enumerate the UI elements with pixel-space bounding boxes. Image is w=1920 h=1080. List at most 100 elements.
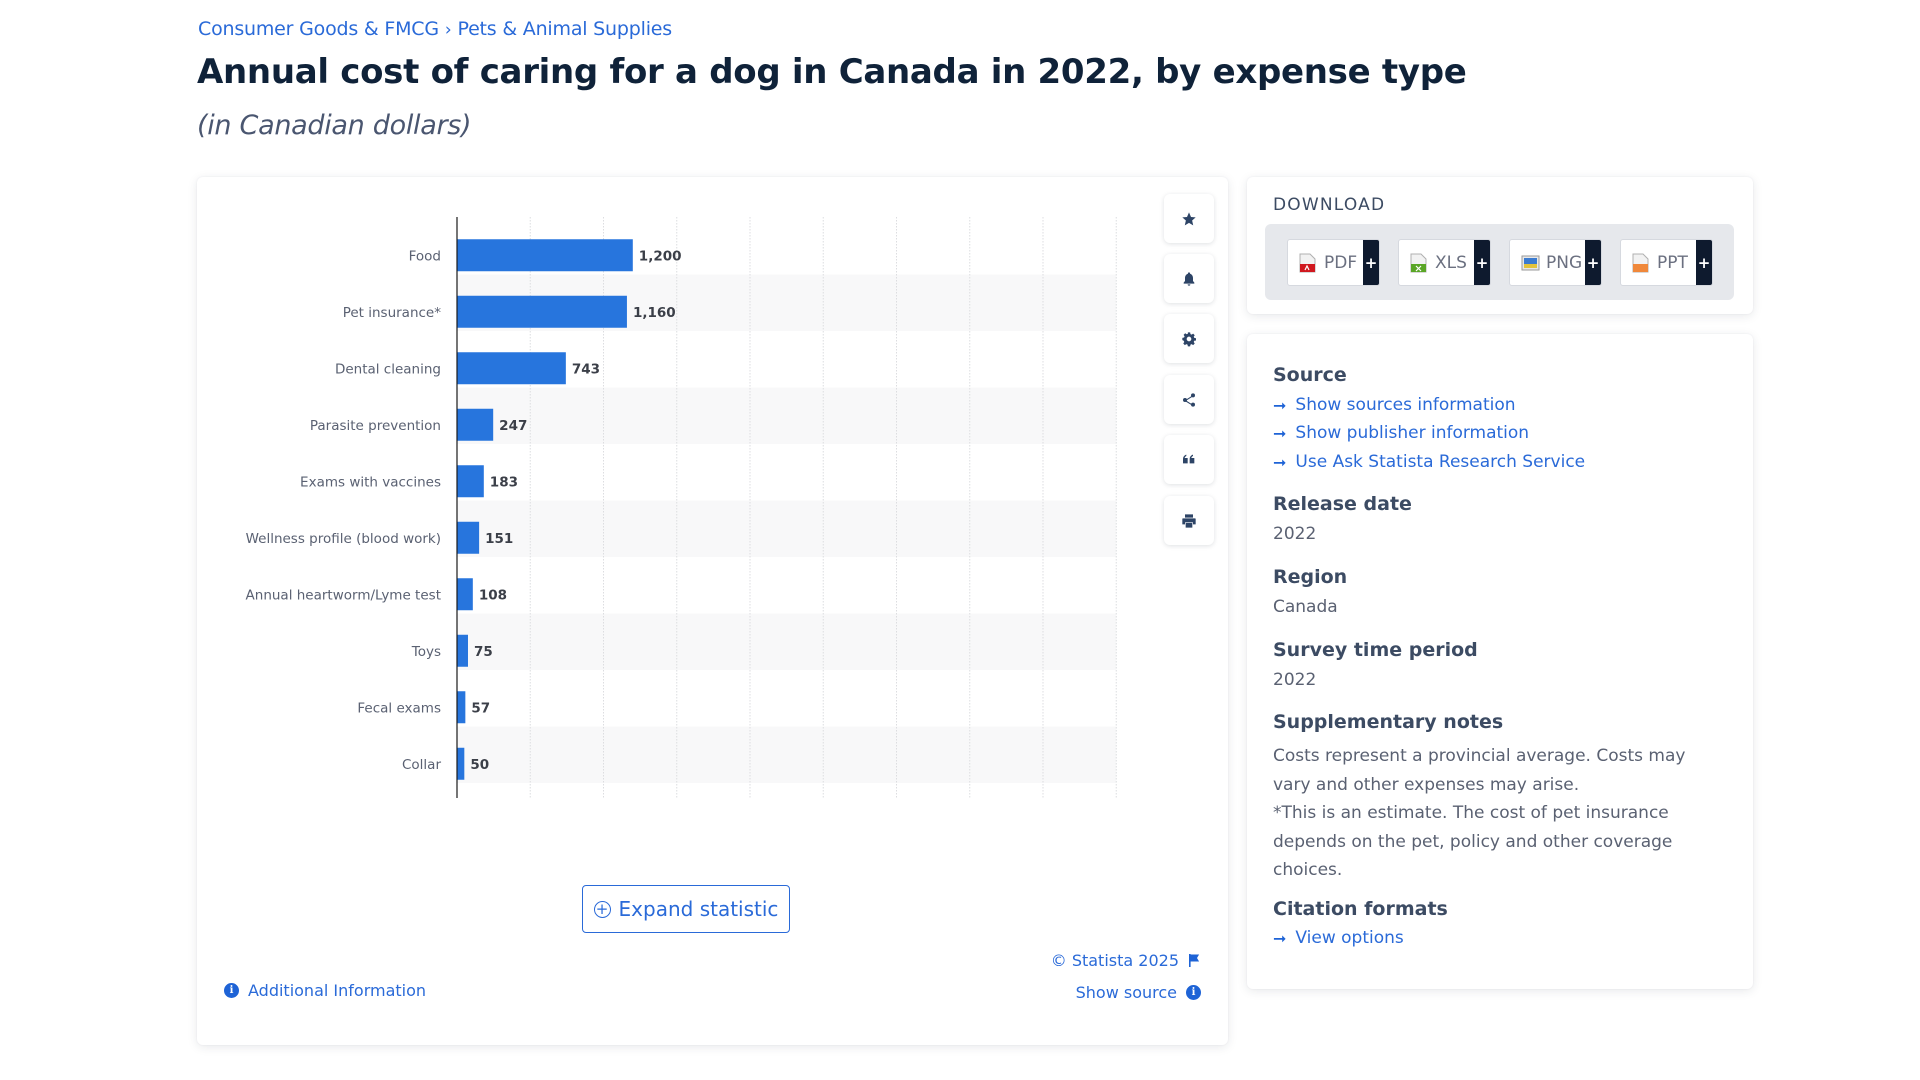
cite-button[interactable] — [1164, 435, 1214, 484]
row-band — [457, 613, 1117, 670]
png-plus-button[interactable]: + — [1585, 240, 1601, 285]
favorite-button[interactable] — [1164, 194, 1214, 243]
ask-statista-link[interactable]: ➞ Use Ask Statista Research Service — [1273, 452, 1585, 472]
view-options-link[interactable]: ➞ View options — [1273, 928, 1404, 948]
share-icon — [1183, 392, 1195, 407]
category-label: Annual heartworm/Lyme test — [246, 587, 441, 603]
view-options-label: View options — [1295, 928, 1404, 948]
settings-button[interactable] — [1164, 314, 1214, 363]
download-xls-button[interactable]: XLS + — [1398, 239, 1491, 286]
statistic-info-card: Source ➞ Show sources information ➞ Show… — [1247, 334, 1753, 989]
arrow-right-icon: ➞ — [1273, 395, 1287, 415]
region-heading: Region — [1273, 566, 1348, 588]
info-icon: i — [1186, 985, 1201, 1000]
arrow-right-icon: ➞ — [1273, 423, 1287, 443]
xls-file-icon — [1410, 253, 1427, 273]
ppt-label: PPT — [1657, 252, 1688, 273]
pdf-plus-button[interactable]: + — [1363, 240, 1379, 285]
print-button[interactable] — [1164, 496, 1214, 545]
bar-9 — [457, 747, 465, 780]
xls-label: XLS — [1435, 252, 1467, 273]
value-label: 57 — [471, 700, 490, 716]
value-label: 1,200 — [639, 248, 682, 264]
additional-information-link[interactable]: i Additional Information — [224, 981, 426, 1000]
show-source-link[interactable]: Show source i — [1076, 983, 1201, 1002]
release-date-heading: Release date — [1273, 493, 1412, 515]
supplementary-notes-heading: Supplementary notes — [1273, 711, 1504, 733]
flag-icon — [1189, 954, 1200, 967]
breadcrumb: Consumer Goods & FMCG › Pets & Animal Supp… — [198, 18, 672, 40]
show-sources-label: Show sources information — [1295, 395, 1516, 415]
show-sources-link[interactable]: ➞ Show sources information — [1273, 395, 1516, 415]
value-label: 50 — [470, 757, 489, 773]
category-label: Parasite prevention — [310, 418, 441, 434]
source-heading: Source — [1273, 364, 1347, 386]
arrow-right-icon: ➞ — [1273, 928, 1287, 948]
survey-period-value: 2022 — [1273, 670, 1317, 690]
category-label: Fecal exams — [357, 700, 441, 716]
xls-plus-button[interactable]: + — [1474, 240, 1490, 285]
value-label: 1,160 — [633, 305, 676, 321]
bar-2 — [457, 352, 566, 385]
survey-period-heading: Survey time period — [1273, 639, 1478, 661]
supplementary-notes-text: Costs represent a provincial average. Co… — [1273, 742, 1723, 885]
breadcrumb-separator: › — [444, 20, 452, 40]
value-label: 247 — [499, 418, 527, 434]
category-label: Food — [409, 248, 441, 264]
row-band — [457, 500, 1117, 557]
download-buttons-group: PDF + XLS + PNG + PPT + — [1265, 224, 1734, 300]
plus-circle-icon: + — [593, 900, 611, 918]
download-card: DOWNLOAD PDF + XLS + PNG + P — [1247, 177, 1753, 314]
page-title: Annual cost of caring for a dog in Canad… — [197, 52, 1467, 92]
ppt-plus-button[interactable]: + — [1696, 240, 1712, 285]
category-label: Pet insurance* — [343, 305, 442, 321]
bell-icon — [1183, 271, 1195, 286]
gear-icon — [1182, 331, 1196, 346]
arrow-right-icon: ➞ — [1273, 452, 1287, 472]
chart-card: Food Pet insurance* Dental cleaning Parasit… — [197, 177, 1228, 1045]
value-label: 75 — [474, 644, 493, 660]
print-icon — [1182, 513, 1196, 528]
download-pdf-button[interactable]: PDF + — [1287, 239, 1380, 286]
bar-6 — [457, 578, 473, 611]
category-label: Collar — [402, 757, 441, 773]
info-icon: i — [224, 983, 239, 998]
notes-paragraph-2: *This is an estimate. The cost of pet in… — [1273, 803, 1673, 880]
value-label: 108 — [479, 587, 507, 603]
bar-1 — [457, 295, 627, 328]
download-ppt-button[interactable]: PPT + — [1620, 239, 1713, 286]
value-label: 183 — [490, 474, 518, 490]
category-label: Toys — [411, 644, 441, 660]
expand-statistic-button[interactable]: + Expand statistic — [582, 885, 790, 933]
additional-information-label: Additional Information — [248, 981, 427, 1000]
download-png-button[interactable]: PNG + — [1509, 239, 1602, 286]
pdf-file-icon — [1299, 253, 1316, 273]
bar-5 — [457, 521, 480, 554]
breadcrumb-link-pets[interactable]: Pets & Animal Supplies — [457, 18, 672, 40]
value-label: 151 — [485, 531, 513, 547]
notification-button[interactable] — [1164, 254, 1214, 303]
pdf-label: PDF — [1324, 252, 1358, 273]
category-label: Exams with vaccines — [300, 474, 441, 490]
share-button[interactable] — [1164, 375, 1214, 424]
show-publisher-link[interactable]: ➞ Show publisher information — [1273, 423, 1529, 443]
breadcrumb-link-consumer-goods[interactable]: Consumer Goods & FMCG — [198, 18, 439, 40]
region-value: Canada — [1273, 597, 1338, 617]
bar-chart: Food Pet insurance* Dental cleaning Parasit… — [246, 217, 1117, 798]
row-band — [457, 387, 1117, 444]
notes-paragraph-1: Costs represent a provincial average. Co… — [1273, 746, 1686, 795]
value-label: 743 — [572, 361, 600, 377]
show-publisher-label: Show publisher information — [1295, 423, 1530, 443]
bar-4 — [457, 465, 484, 498]
expand-statistic-label: Expand statistic — [618, 897, 779, 921]
category-label: Wellness profile (blood work) — [246, 531, 441, 547]
bar-3 — [457, 408, 494, 441]
star-icon — [1182, 211, 1196, 225]
png-label: PNG — [1546, 252, 1583, 273]
copyright-label: © Statista 2025 — [1050, 951, 1179, 970]
copyright-link[interactable]: © Statista 2025 — [1051, 951, 1200, 970]
bar-8 — [457, 691, 466, 724]
quote-icon — [1183, 454, 1195, 463]
ask-statista-label: Use Ask Statista Research Service — [1295, 452, 1586, 472]
release-date-value: 2022 — [1273, 524, 1317, 544]
